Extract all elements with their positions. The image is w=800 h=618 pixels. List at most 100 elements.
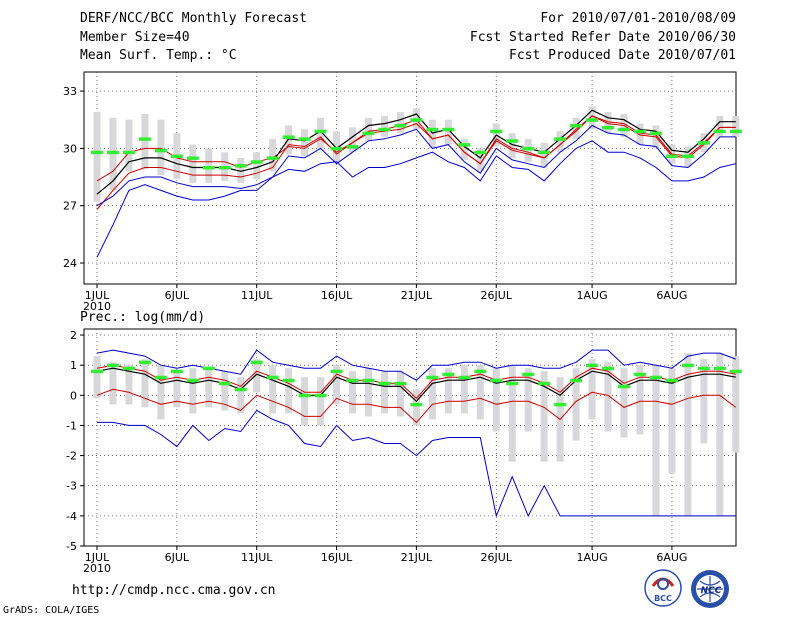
member-range-box [428,368,436,420]
observed-marker [154,148,167,153]
y-tick-label: -1 [66,419,77,432]
observed-marker [186,156,199,160]
x-tick-label: 1AUG [577,289,608,302]
observed-marker [522,146,535,151]
member-range-box [380,115,388,137]
observed-marker [410,402,423,407]
observed-marker [506,139,519,143]
produced-date: Fcst Produced Date 2010/07/01 [509,48,736,63]
member-range-box [205,368,213,408]
member-range-box [237,377,245,414]
observed-marker [458,143,471,147]
observed-marker [122,366,135,371]
member-range-box [460,138,468,160]
series-line-max [96,140,736,258]
observed-marker [314,129,327,134]
observed-marker [91,369,103,374]
ncc-logo-text: NCC [701,586,722,596]
series-line-upper [96,115,736,182]
member-range-box [620,368,628,438]
observed-marker [170,369,183,374]
series-line-min [97,409,736,518]
bcc-logo: BCC [644,569,682,607]
observed-marker [618,127,631,132]
member-range-box [157,365,165,420]
x-year-label: 2010 [83,562,111,575]
member-range-box [221,371,229,411]
x-tick-label: 26JUL [481,551,513,564]
observed-marker [474,369,487,374]
member-range-box [253,152,261,179]
member-range-box [556,131,564,153]
observed-marker [586,118,599,122]
observed-marker [122,150,135,155]
member-range-box [141,359,149,408]
member-range-box [189,144,197,183]
observed-marker [570,378,583,383]
x-tick-label: 11JUL [241,289,273,302]
observed-marker [250,360,263,365]
member-range-box [476,148,484,172]
member-range-box [412,389,420,426]
member-range-box [700,359,708,444]
member-range-box [428,119,436,149]
observed-marker [602,125,615,130]
forecast-period: For 2010/07/01-2010/08/09 [540,11,736,26]
observed-marker [91,150,103,155]
observed-marker [394,381,407,386]
x-tick-label: 1JUL [85,551,110,564]
member-range-box [189,368,197,414]
member-range-box [444,119,452,145]
observed-marker [218,381,231,386]
observed-marker [729,129,742,134]
member-range-box [93,356,101,399]
series-line-min [96,124,736,207]
member-range-box [364,117,372,141]
observed-marker [474,150,487,155]
series-line-upper [96,364,736,400]
member-range-box [588,106,596,130]
member-range-box [508,365,516,462]
panel-frame [83,328,737,547]
observed-marker [522,372,535,377]
observed-marker [649,375,662,380]
observed-marker [138,137,151,141]
member-size: Member Size=40 [80,30,190,45]
member-range-box [636,365,644,435]
observed-marker [410,118,423,122]
member-range-box [492,368,500,432]
member-range-box [301,129,309,157]
observed-marker [218,165,231,170]
x-tick-label: 11JUL [241,551,273,564]
member-range-box [333,365,341,405]
member-range-box [732,115,740,137]
member-range-box [604,112,612,134]
y-tick-label: -2 [66,450,77,463]
member-range-box [716,353,724,516]
member-range-box [524,368,532,432]
observed-marker [298,137,311,141]
x-tick-label: 16JUL [321,289,353,302]
observed-marker [665,378,678,383]
observed-marker [554,402,567,407]
observed-marker [362,378,375,383]
observed-marker [346,378,359,383]
source-url[interactable]: http://cmdp.ncc.cma.gov.cn [72,583,276,598]
observed-marker [282,378,295,383]
observed-marker [586,363,599,368]
y-tick-label: 30 [63,142,77,155]
observed-marker [154,375,167,380]
y-tick-label: 0 [70,389,77,402]
member-range-box [572,368,580,441]
member-range-box [540,371,548,462]
observed-marker [729,369,742,374]
observed-marker [282,135,295,139]
observed-marker [170,154,183,159]
observed-marker [202,165,215,170]
observed-marker [362,131,375,136]
member-range-box [141,114,149,170]
member-range-box [93,112,101,202]
member-range-box [444,368,452,414]
observed-marker [426,127,439,132]
observed-marker [250,160,263,164]
